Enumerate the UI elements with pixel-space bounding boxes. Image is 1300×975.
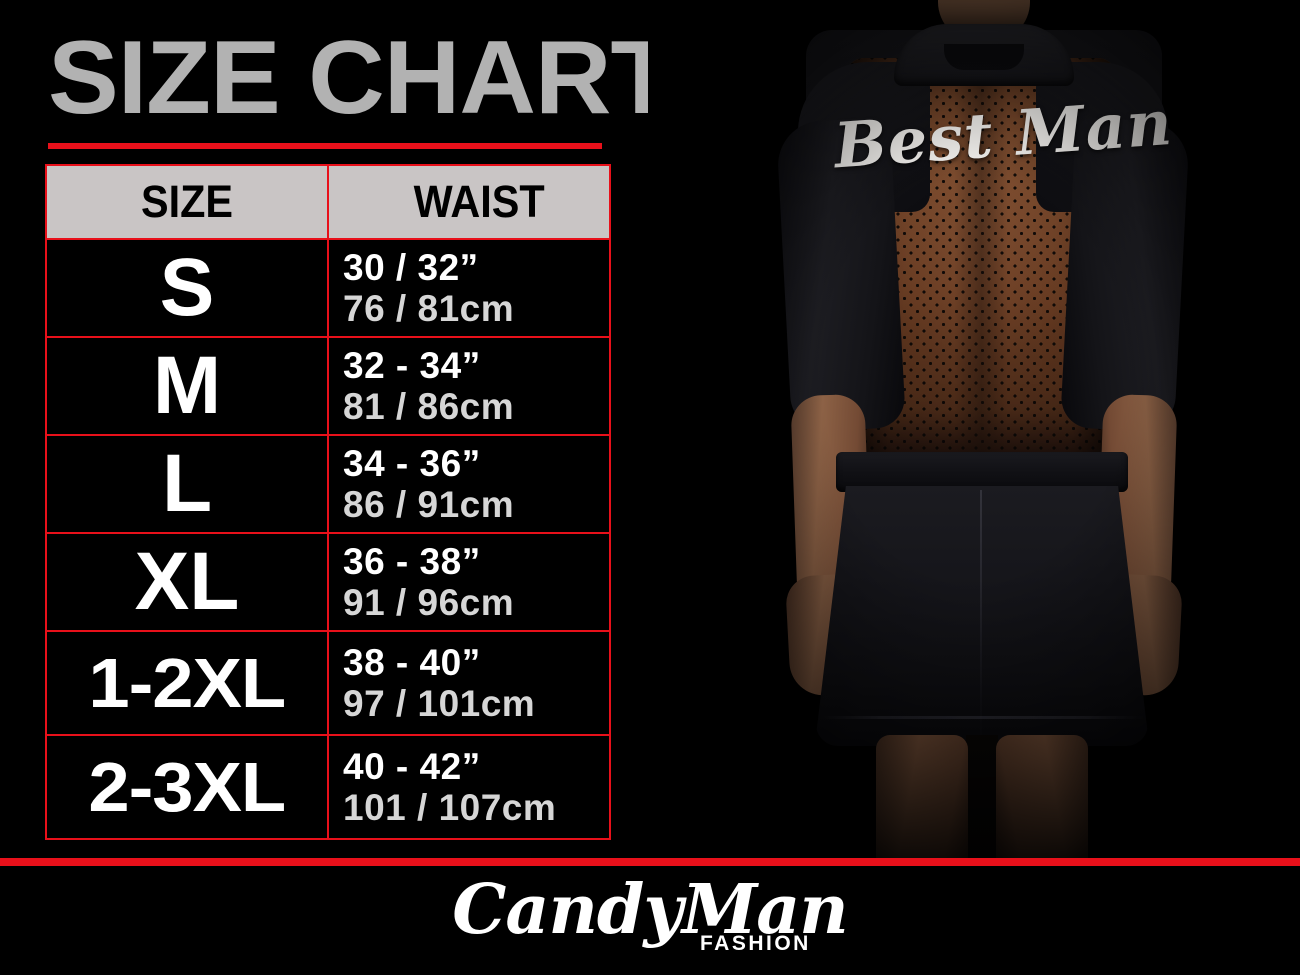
waist-inches: 34 - 36” bbox=[343, 442, 481, 484]
leg-gap-shadow bbox=[966, 735, 998, 860]
brand-name: CandyMan bbox=[452, 870, 848, 950]
size-label: 1-2XL bbox=[88, 644, 287, 722]
page-title: SIZE CHART bbox=[48, 20, 675, 136]
size-chart-table: SIZE WAIST S 30 / 32” 76 / 81cm bbox=[45, 164, 611, 840]
skirt-center-seam bbox=[980, 490, 982, 740]
skirt bbox=[816, 486, 1148, 746]
waist-cm: 86 / 91cm bbox=[343, 484, 515, 525]
table-header-row: SIZE WAIST bbox=[45, 164, 611, 240]
waist-inches: 32 - 34” bbox=[343, 344, 481, 386]
waist-cm: 81 / 86cm bbox=[343, 386, 515, 427]
size-label: L bbox=[161, 438, 213, 529]
skirt-hem bbox=[820, 716, 1144, 719]
waist-cm: 76 / 81cm bbox=[343, 288, 515, 329]
size-chart-panel: SIZE CHART SIZE WAIST bbox=[0, 0, 675, 860]
waist-inches: 36 - 38” bbox=[343, 540, 481, 582]
size-cell: XL bbox=[45, 532, 329, 632]
size-label: XL bbox=[134, 536, 240, 627]
waist-inches: 30 / 32” bbox=[343, 246, 479, 288]
leg-right bbox=[996, 735, 1088, 860]
table-body: S 30 / 32” 76 / 81cm M 32 - 34” 81 / 86c… bbox=[45, 238, 611, 840]
size-label: M bbox=[152, 340, 222, 431]
column-header-size-label: SIZE bbox=[140, 176, 234, 227]
table-row: 1-2XL 38 - 40” 97 / 101cm bbox=[45, 630, 611, 736]
waist-cm: 101 / 107cm bbox=[343, 787, 557, 828]
waist-cm: 91 / 96cm bbox=[343, 582, 515, 623]
table-row: S 30 / 32” 76 / 81cm bbox=[45, 238, 611, 338]
waist-cell: 36 - 38” 91 / 96cm bbox=[327, 532, 611, 632]
title-underline-rule bbox=[48, 143, 602, 149]
waist-cell: 38 - 40” 97 / 101cm bbox=[327, 630, 611, 736]
waist-cm: 97 / 101cm bbox=[343, 683, 536, 724]
size-label: 2-3XL bbox=[88, 748, 287, 826]
size-cell: M bbox=[45, 336, 329, 436]
column-header-size: SIZE bbox=[45, 164, 329, 240]
table-header: SIZE WAIST bbox=[45, 164, 611, 240]
product-photo: Best Man bbox=[648, 0, 1300, 860]
waist-cell: 40 - 42” 101 / 107cm bbox=[327, 734, 611, 840]
table-row: M 32 - 34” 81 / 86cm bbox=[45, 336, 611, 436]
collar-notch bbox=[944, 44, 1024, 70]
waist-cell: 30 / 32” 76 / 81cm bbox=[327, 238, 611, 338]
size-cell: 2-3XL bbox=[45, 734, 329, 840]
waist-inches: 40 - 42” bbox=[343, 745, 481, 787]
size-cell: 1-2XL bbox=[45, 630, 329, 736]
column-header-waist: WAIST bbox=[327, 164, 611, 240]
brand-logo: CandyMan FASHION bbox=[0, 866, 1300, 975]
table-row: 2-3XL 40 - 42” 101 / 107cm bbox=[45, 734, 611, 840]
waist-inches: 38 - 40” bbox=[343, 641, 481, 683]
footer-bar: CandyMan FASHION bbox=[0, 866, 1300, 975]
table-row: XL 36 - 38” 91 / 96cm bbox=[45, 532, 611, 632]
waist-cell: 32 - 34” 81 / 86cm bbox=[327, 336, 611, 436]
waist-cell: 34 - 36” 86 / 91cm bbox=[327, 434, 611, 534]
brand-tagline: FASHION bbox=[700, 932, 811, 955]
size-label: S bbox=[159, 242, 215, 333]
leg-left bbox=[876, 735, 968, 860]
table-row: L 34 - 36” 86 / 91cm bbox=[45, 434, 611, 534]
size-cell: S bbox=[45, 238, 329, 338]
footer-divider-rule bbox=[0, 858, 1300, 866]
column-header-waist-label: WAIST bbox=[413, 176, 545, 227]
size-cell: L bbox=[45, 434, 329, 534]
